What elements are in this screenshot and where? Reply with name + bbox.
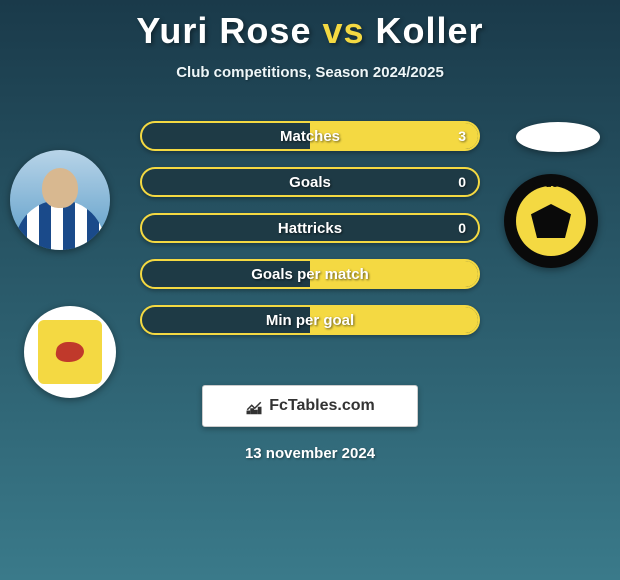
player1-name: Yuri Rose [136,10,311,51]
stat-value-right: 0 [458,220,466,236]
source-logo: FcTables.com [202,385,418,427]
snapshot-date: 13 november 2024 [0,445,620,462]
subtitle: Club competitions, Season 2024/2025 [0,64,620,81]
stat-row: Matches 3 [140,121,480,151]
source-brand-text: FcTables.com [269,397,375,415]
comparison-title: Yuri Rose vs Koller [0,0,620,52]
stat-label: Hattricks [142,220,478,237]
chart-icon [245,397,263,415]
crest-right-label: VITESSE [516,180,586,189]
player1-avatar [10,150,110,250]
stat-value-right: 0 [458,174,466,190]
stat-row: Hattricks 0 [140,213,480,243]
stat-row: Goals 0 [140,167,480,197]
stat-label: Goals [142,174,478,191]
player2-club-crest: VITESSE [504,174,598,268]
stat-row: Min per goal [140,305,480,335]
vs-text: vs [322,10,364,51]
player2-avatar [516,122,600,152]
player2-name: Koller [376,10,484,51]
stat-label: Min per goal [142,312,478,329]
stat-value-right: 3 [458,128,466,144]
stat-row: Goals per match [140,259,480,289]
player1-club-crest [24,306,116,398]
stat-label: Goals per match [142,266,478,283]
stat-label: Matches [142,128,478,145]
